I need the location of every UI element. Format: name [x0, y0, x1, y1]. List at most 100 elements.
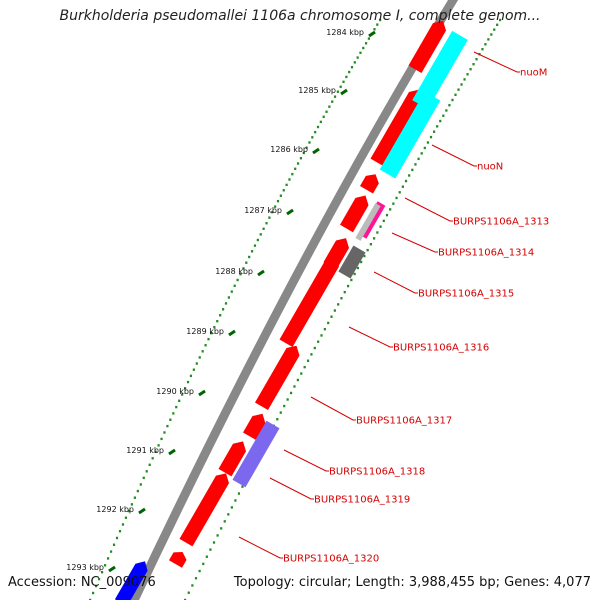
scale-tick-label: 1293 kbp [66, 563, 104, 572]
scale-tick-label: 1291 kbp [126, 446, 164, 455]
outer-scale-dot [242, 267, 245, 270]
inner-scale-dot [202, 562, 205, 566]
inner-scale-dot [241, 485, 244, 488]
outer-scale-dot [348, 70, 351, 74]
inner-scale-dot [300, 372, 303, 375]
gene-leader-line [238, 536, 283, 559]
gene-label[interactable]: BURPS1106A_1318 [329, 467, 425, 478]
inner-scale-dot [398, 191, 401, 194]
gene-forward-7 [255, 345, 300, 411]
inner-scale-dot [350, 278, 353, 282]
gene-label[interactable]: BURPS1106A_1315 [418, 289, 514, 300]
scale-tick-mark [138, 507, 146, 515]
gene-1318-block-shape [232, 420, 280, 488]
outer-scale-dot [376, 23, 379, 26]
outer-scale-dot [362, 46, 365, 50]
gene-forward-8-shape [243, 413, 266, 441]
inner-scale-dot [296, 378, 299, 382]
inner-scale-dot [283, 404, 286, 408]
gene-leader-line [310, 396, 356, 421]
inner-scale-dot [454, 93, 457, 97]
gene-1318-block [232, 420, 280, 488]
gene-labels-layer: nuoM nuoN BURPS1106A_1313 BURPS1106A_1314 BU… [238, 51, 549, 565]
outer-scale-dot [308, 141, 311, 144]
gene-label[interactable]: BURPS1106A_1320 [283, 554, 379, 565]
outer-scale-dot [359, 51, 362, 54]
outer-scale-dot [353, 61, 356, 64]
inner-scale-dot [436, 125, 439, 128]
gene-label[interactable]: nuoM [520, 68, 547, 79]
inner-scale-dot [404, 179, 408, 183]
outer-scale-dot [181, 393, 184, 396]
scale-tick-mark [198, 389, 206, 397]
inner-scale-dot [451, 98, 454, 102]
inner-scale-dot [227, 513, 230, 516]
outer-scale-dot [314, 130, 317, 134]
inner-scale-dot [487, 38, 490, 41]
inner-scale-dot [382, 219, 385, 223]
gene-label[interactable]: BURPS1106A_1314 [438, 248, 534, 259]
gene-1315-block-shape [338, 245, 366, 279]
inner-scale-dot [279, 411, 282, 414]
outer-scale-dot [291, 172, 294, 176]
outer-scale-dot [139, 483, 142, 486]
genes-layer [114, 20, 468, 600]
outer-scale-dot [373, 28, 376, 31]
inner-scale-dot [411, 168, 414, 172]
inner-scale-dot [317, 340, 320, 343]
outer-scale-dot [148, 463, 151, 466]
outer-scale-dot [274, 205, 277, 208]
outer-scale-dot [154, 450, 157, 454]
gene-label[interactable]: nuoN [477, 162, 503, 173]
inner-scale-dot [212, 541, 216, 544]
outer-scale-dot [262, 227, 265, 230]
inner-scale-dot [234, 499, 237, 502]
outer-scale-dot [219, 314, 222, 317]
inner-scale-dot [423, 146, 426, 150]
inner-scale-dot [408, 174, 411, 177]
outer-scale-dot [157, 444, 160, 447]
inner-scale-dot [343, 290, 346, 294]
gene-blue-block-shape [114, 561, 148, 600]
inner-scale-dot [392, 202, 395, 205]
gene-label[interactable]: BURPS1106A_1319 [314, 495, 410, 506]
scale-tick-label: 1289 kbp [186, 327, 224, 336]
gene-nuoM-block [412, 30, 468, 110]
gene-forward-1 [408, 20, 446, 73]
outer-scale-dot [100, 570, 104, 574]
inner-scale-dot [194, 577, 198, 580]
inner-scale-dot [340, 297, 343, 300]
inner-scale-dot [448, 104, 451, 107]
genome-summary-text: Topology: circular; Length: 3,988,455 bp… [233, 575, 591, 590]
inner-scale-dot [276, 418, 279, 421]
outer-scale-dot [250, 250, 254, 253]
scale-tick-label: 1288 kbp [215, 267, 253, 276]
inner-scale-dot [323, 327, 326, 331]
gene-label[interactable]: BURPS1106A_1316 [393, 343, 489, 354]
outer-scale-dot [259, 233, 262, 236]
gene-forward-1-shape [408, 20, 446, 73]
inner-scale-dot [376, 231, 379, 234]
gene-forward-9-shape [218, 441, 246, 477]
outer-scale-dot [245, 261, 248, 264]
outer-scale-dot [256, 238, 259, 242]
outer-scale-dot [285, 183, 288, 187]
outer-scale-dot [271, 210, 274, 214]
inner-scale-dot [187, 591, 190, 594]
outer-scale-dot [106, 557, 110, 560]
outer-scale-dot [288, 178, 291, 181]
outer-scale-dot [151, 457, 154, 460]
inner-scale-dot [205, 555, 208, 558]
scale-tick-mark [340, 88, 348, 96]
outer-scale-dot [233, 284, 236, 288]
outer-scale-dot [216, 319, 219, 323]
inner-scale-dot [379, 225, 382, 228]
outer-scale-dot [178, 399, 181, 402]
scale-tick-mark [368, 30, 376, 38]
outer-scale-dot [316, 125, 320, 129]
gene-leader-line [283, 449, 329, 472]
gene-label[interactable]: BURPS1106A_1317 [356, 416, 452, 427]
gene-label[interactable]: BURPS1106A_1313 [453, 217, 549, 228]
outer-scale-dot [224, 302, 228, 305]
